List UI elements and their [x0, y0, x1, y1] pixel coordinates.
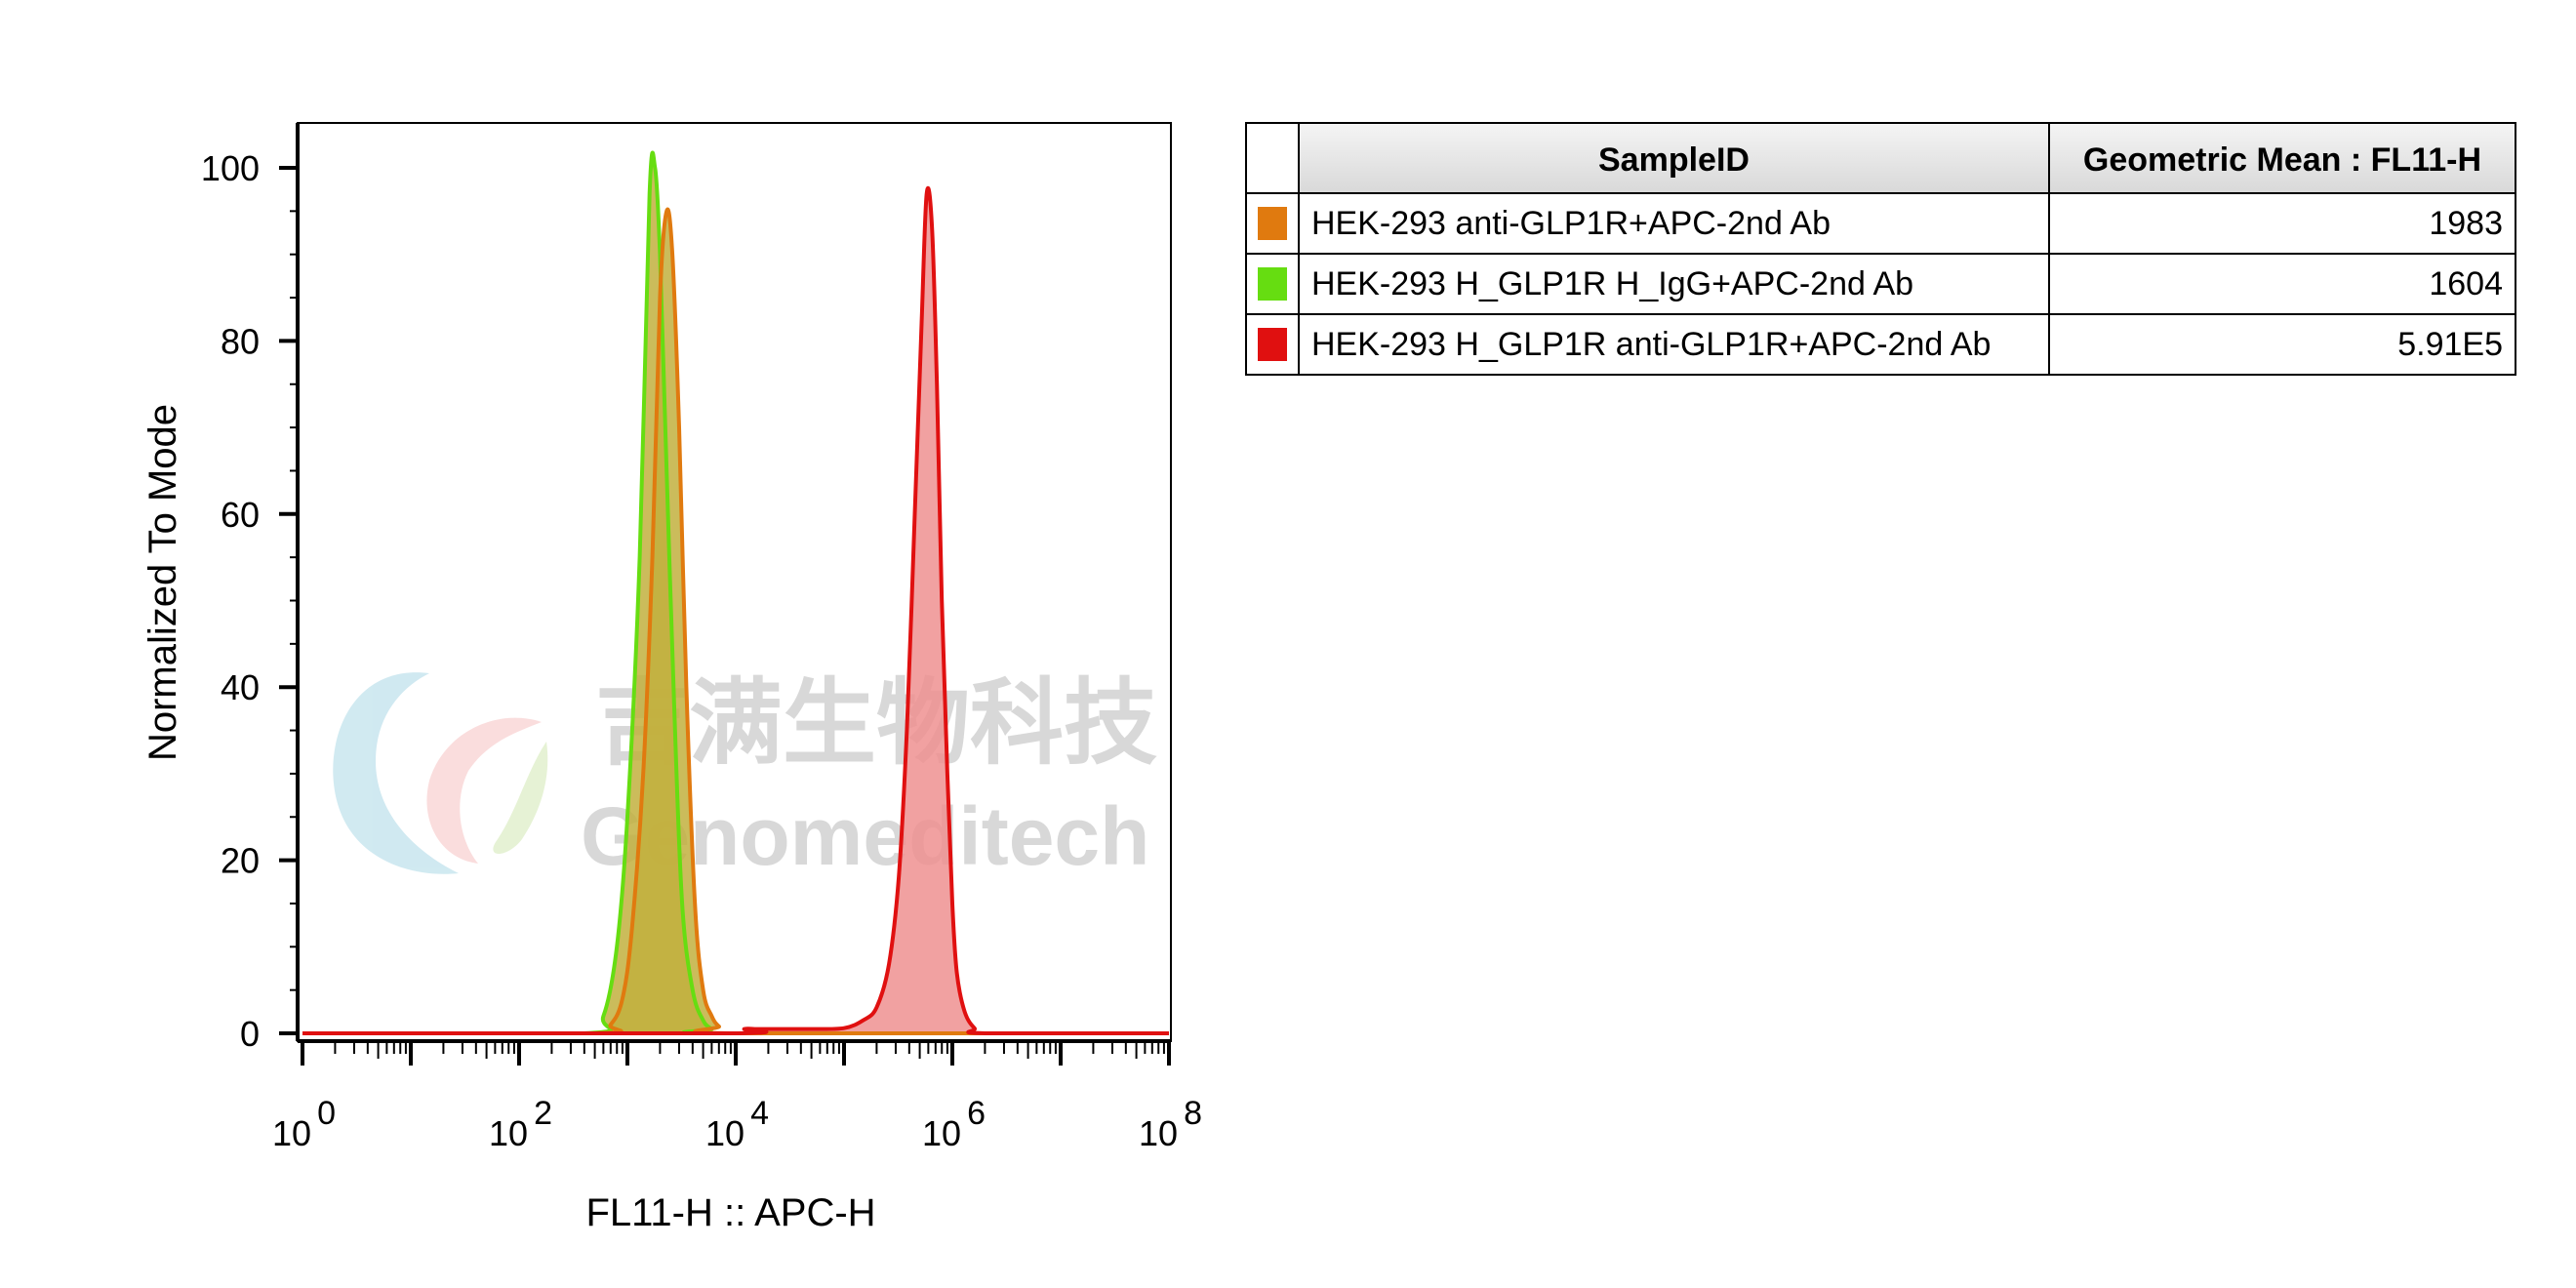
series-fill-2	[302, 187, 1169, 1033]
color-swatch	[1258, 267, 1287, 301]
geometric-mean-cell: 5.91E5	[2047, 313, 2517, 376]
y-tick-label: 0	[240, 1014, 260, 1054]
y-axis-label: Normalized To Mode	[141, 404, 184, 761]
x-tick-label: 10 6	[922, 1095, 986, 1153]
geometric-mean-header: Geometric Mean : FL11-H	[2047, 122, 2517, 194]
geometric-mean-cell: 1604	[2047, 253, 2517, 315]
legend-header-row: SampleID Geometric Mean : FL11-H	[1245, 122, 2517, 194]
y-tick-label: 100	[201, 148, 260, 188]
sample-id-cell: HEK-293 H_GLP1R anti-GLP1R+APC-2nd Ab	[1298, 313, 2050, 376]
legend-table: SampleID Geometric Mean : FL11-H HEK-293…	[1245, 122, 2517, 376]
x-tick-label: 10 2	[489, 1095, 552, 1153]
legend-row: HEK-293 anti-GLP1R+APC-2nd Ab 1983	[1245, 192, 2517, 255]
series-fill-1	[302, 209, 1169, 1034]
y-tick-label: 20	[221, 841, 260, 881]
x-tick-label: 10 8	[1139, 1095, 1202, 1153]
series-lines	[302, 150, 1169, 1036]
swatch-cell	[1245, 192, 1300, 255]
legend-row: HEK-293 H_GLP1R anti-GLP1R+APC-2nd Ab 5.…	[1245, 313, 2517, 376]
plot-frame	[297, 122, 1172, 1042]
y-tick-label: 60	[221, 495, 260, 535]
swatch-cell	[1245, 313, 1300, 376]
y-tick-label: 40	[221, 667, 260, 707]
watermark-logo-icon	[333, 672, 548, 874]
color-swatch	[1258, 328, 1287, 361]
sample-id-header: SampleID	[1298, 122, 2050, 194]
series-fill-0	[302, 152, 1169, 1033]
series-line-2	[302, 185, 1169, 1036]
swatch-header	[1245, 122, 1300, 194]
x-axis: 10 0 10 2 10 4 10 6 10 8	[272, 1039, 1202, 1153]
legend-row: HEK-293 H_GLP1R H_IgG+APC-2nd Ab 1604	[1245, 253, 2517, 315]
series-layer	[302, 150, 1169, 1036]
swatch-cell	[1245, 253, 1300, 315]
x-tick-label: 10 4	[705, 1095, 769, 1153]
color-swatch	[1258, 207, 1287, 240]
x-axis-label: FL11-H :: APC-H	[585, 1191, 875, 1234]
y-axis: 0 20 40 60 80 100	[201, 123, 300, 1054]
series-line-1	[302, 207, 1169, 1036]
series-line-0	[302, 150, 1169, 1036]
geometric-mean-cell: 1983	[2047, 192, 2517, 255]
series-fills	[302, 152, 1169, 1034]
y-tick-label: 80	[221, 321, 260, 361]
sample-id-cell: HEK-293 anti-GLP1R+APC-2nd Ab	[1298, 192, 2050, 255]
x-tick-label: 10 0	[272, 1095, 336, 1153]
sample-id-cell: HEK-293 H_GLP1R H_IgG+APC-2nd Ab	[1298, 253, 2050, 315]
